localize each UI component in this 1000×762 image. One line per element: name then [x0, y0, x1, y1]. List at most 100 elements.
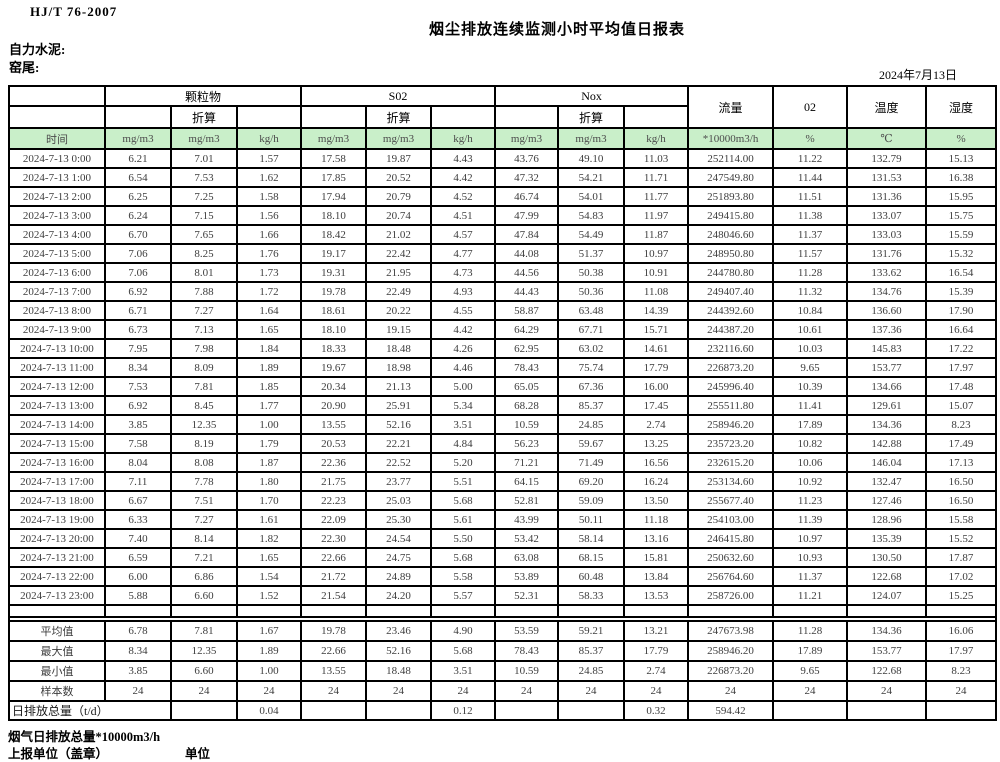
table-body: 2024-7-13 0:00 6.21 7.01 1.57 17.58 19.87 4.43… — [7, 148, 998, 721]
value-cell: 8.19 — [170, 433, 238, 454]
table-row: 2024-7-13 15:00 7.58 8.19 1.79 20.53 22.21 4.8… — [8, 433, 998, 454]
table-row: 2024-7-13 20:00 7.40 8.14 1.82 22.30 24.54 5.5… — [8, 528, 998, 549]
unit-header: % — [772, 127, 849, 150]
blank-cell — [429, 604, 497, 618]
time-cell: 2024-7-13 0:00 — [8, 148, 106, 169]
value-cell: 67.36 — [557, 376, 626, 397]
value-cell — [925, 700, 998, 721]
value-cell: 25.03 — [365, 490, 432, 511]
value-cell: 13.53 — [623, 585, 690, 606]
value-cell: 11.39 — [772, 509, 849, 530]
value-cell: 43.76 — [494, 148, 560, 169]
value-cell: 5.68 — [429, 640, 497, 662]
value-cell: 7.01 — [170, 148, 238, 169]
value-cell: 52.16 — [365, 414, 432, 435]
value-cell: 13.50 — [623, 490, 690, 511]
header-row-groups: 颗粒物 S02 Nox 流量 02 温度 湿度 — [8, 85, 998, 129]
value-cell: 71.21 — [494, 452, 560, 473]
value-cell: 7.81 — [170, 620, 238, 642]
value-cell: 6.60 — [170, 585, 238, 606]
value-cell: 24 — [300, 680, 367, 702]
value-cell: 142.88 — [846, 433, 928, 454]
time-cell: 2024-7-13 4:00 — [8, 224, 106, 245]
value-cell: 24 — [170, 680, 238, 702]
unit-header: mg/m3 — [365, 127, 432, 150]
unit-header: kg/h — [623, 127, 690, 150]
value-cell: 7.25 — [170, 186, 238, 207]
value-cell: 17.90 — [925, 300, 998, 321]
value-cell: 20.90 — [300, 395, 367, 416]
value-cell: 20.22 — [365, 300, 432, 321]
value-cell: 3.51 — [429, 414, 497, 435]
value-cell: 137.36 — [846, 319, 928, 340]
table-row: 2024-7-13 10:00 7.95 7.98 1.84 18.33 18.48 4.2… — [8, 338, 998, 359]
value-cell: 11.97 — [623, 205, 690, 226]
converted-header: 折算 — [365, 105, 432, 129]
value-cell: 16.64 — [925, 319, 998, 340]
value-cell: 11.32 — [772, 281, 849, 302]
value-cell: 2.74 — [623, 660, 690, 682]
value-cell: 16.06 — [925, 620, 998, 642]
value-cell: 18.48 — [365, 660, 432, 682]
value-cell — [170, 700, 238, 721]
value-cell: 24.20 — [365, 585, 432, 606]
value-cell: 246415.80 — [687, 528, 775, 549]
value-cell: 7.53 — [170, 167, 238, 188]
value-cell: 6.00 — [104, 566, 172, 587]
value-cell: 19.67 — [300, 357, 367, 378]
blank-cell — [170, 604, 238, 618]
value-cell: 15.95 — [925, 186, 998, 207]
value-cell: 17.94 — [300, 186, 367, 207]
value-cell: 19.78 — [300, 281, 367, 302]
value-cell: 1.79 — [236, 433, 302, 454]
table-row: 2024-7-13 16:00 8.04 8.08 1.87 22.36 22.52 5.2… — [8, 452, 998, 473]
value-cell: 24 — [494, 680, 560, 702]
value-cell: 153.77 — [846, 357, 928, 378]
value-cell: 13.21 — [623, 620, 690, 642]
value-cell: 12.35 — [170, 414, 238, 435]
value-cell: 21.72 — [300, 566, 367, 587]
value-cell: 18.61 — [300, 300, 367, 321]
time-cell: 2024-7-13 6:00 — [8, 262, 106, 283]
value-cell: 1.87 — [236, 452, 302, 473]
value-cell: 54.49 — [557, 224, 626, 245]
value-cell: 7.11 — [104, 471, 172, 492]
table-row: 2024-7-13 9:00 6.73 7.13 1.65 18.10 19.15 4.42… — [8, 319, 998, 340]
value-cell: 10.97 — [623, 243, 690, 264]
value-cell: 68.28 — [494, 395, 560, 416]
value-cell: 8.45 — [170, 395, 238, 416]
value-cell: 4.90 — [429, 620, 497, 642]
value-cell: 7.53 — [104, 376, 172, 397]
time-cell: 2024-7-13 16:00 — [8, 452, 106, 473]
time-header: 时间 — [8, 127, 106, 150]
reporting-unit-label: 上报单位（盖章） — [8, 747, 109, 761]
value-cell: 1.52 — [236, 585, 302, 606]
group-header: 温度 — [846, 85, 928, 129]
value-cell: 18.10 — [300, 205, 367, 226]
value-cell: 24.75 — [365, 547, 432, 568]
value-cell: 11.22 — [772, 148, 849, 169]
value-cell: 85.37 — [557, 640, 626, 662]
value-cell: 11.57 — [772, 243, 849, 264]
value-cell: 7.81 — [170, 376, 238, 397]
value-cell: 129.61 — [846, 395, 928, 416]
unit-header: mg/m3 — [170, 127, 238, 150]
value-cell: 67.71 — [557, 319, 626, 340]
value-cell: 58.87 — [494, 300, 560, 321]
sub-header-cell — [104, 105, 172, 129]
value-cell: 5.51 — [429, 471, 497, 492]
group-header: 流量 — [687, 85, 775, 129]
value-cell: 17.79 — [623, 640, 690, 662]
value-cell: 11.23 — [772, 490, 849, 511]
value-cell: 21.75 — [300, 471, 367, 492]
value-cell: 134.36 — [846, 620, 928, 642]
value-cell: 24.85 — [557, 414, 626, 435]
time-cell: 2024-7-13 15:00 — [8, 433, 106, 454]
value-cell: 78.43 — [494, 357, 560, 378]
summary-row: 最大值 8.34 12.35 1.89 22.66 52.16 5.68 78.43 85.37… — [8, 640, 998, 662]
table-row: 2024-7-13 22:00 6.00 6.86 1.54 21.72 24.89 5.5… — [8, 566, 998, 587]
value-cell: 4.57 — [429, 224, 497, 245]
blank-cell — [623, 604, 690, 618]
flue-gas-total-label: 烟气日排放总量*10000m3/h — [8, 730, 161, 744]
value-cell: 4.84 — [429, 433, 497, 454]
